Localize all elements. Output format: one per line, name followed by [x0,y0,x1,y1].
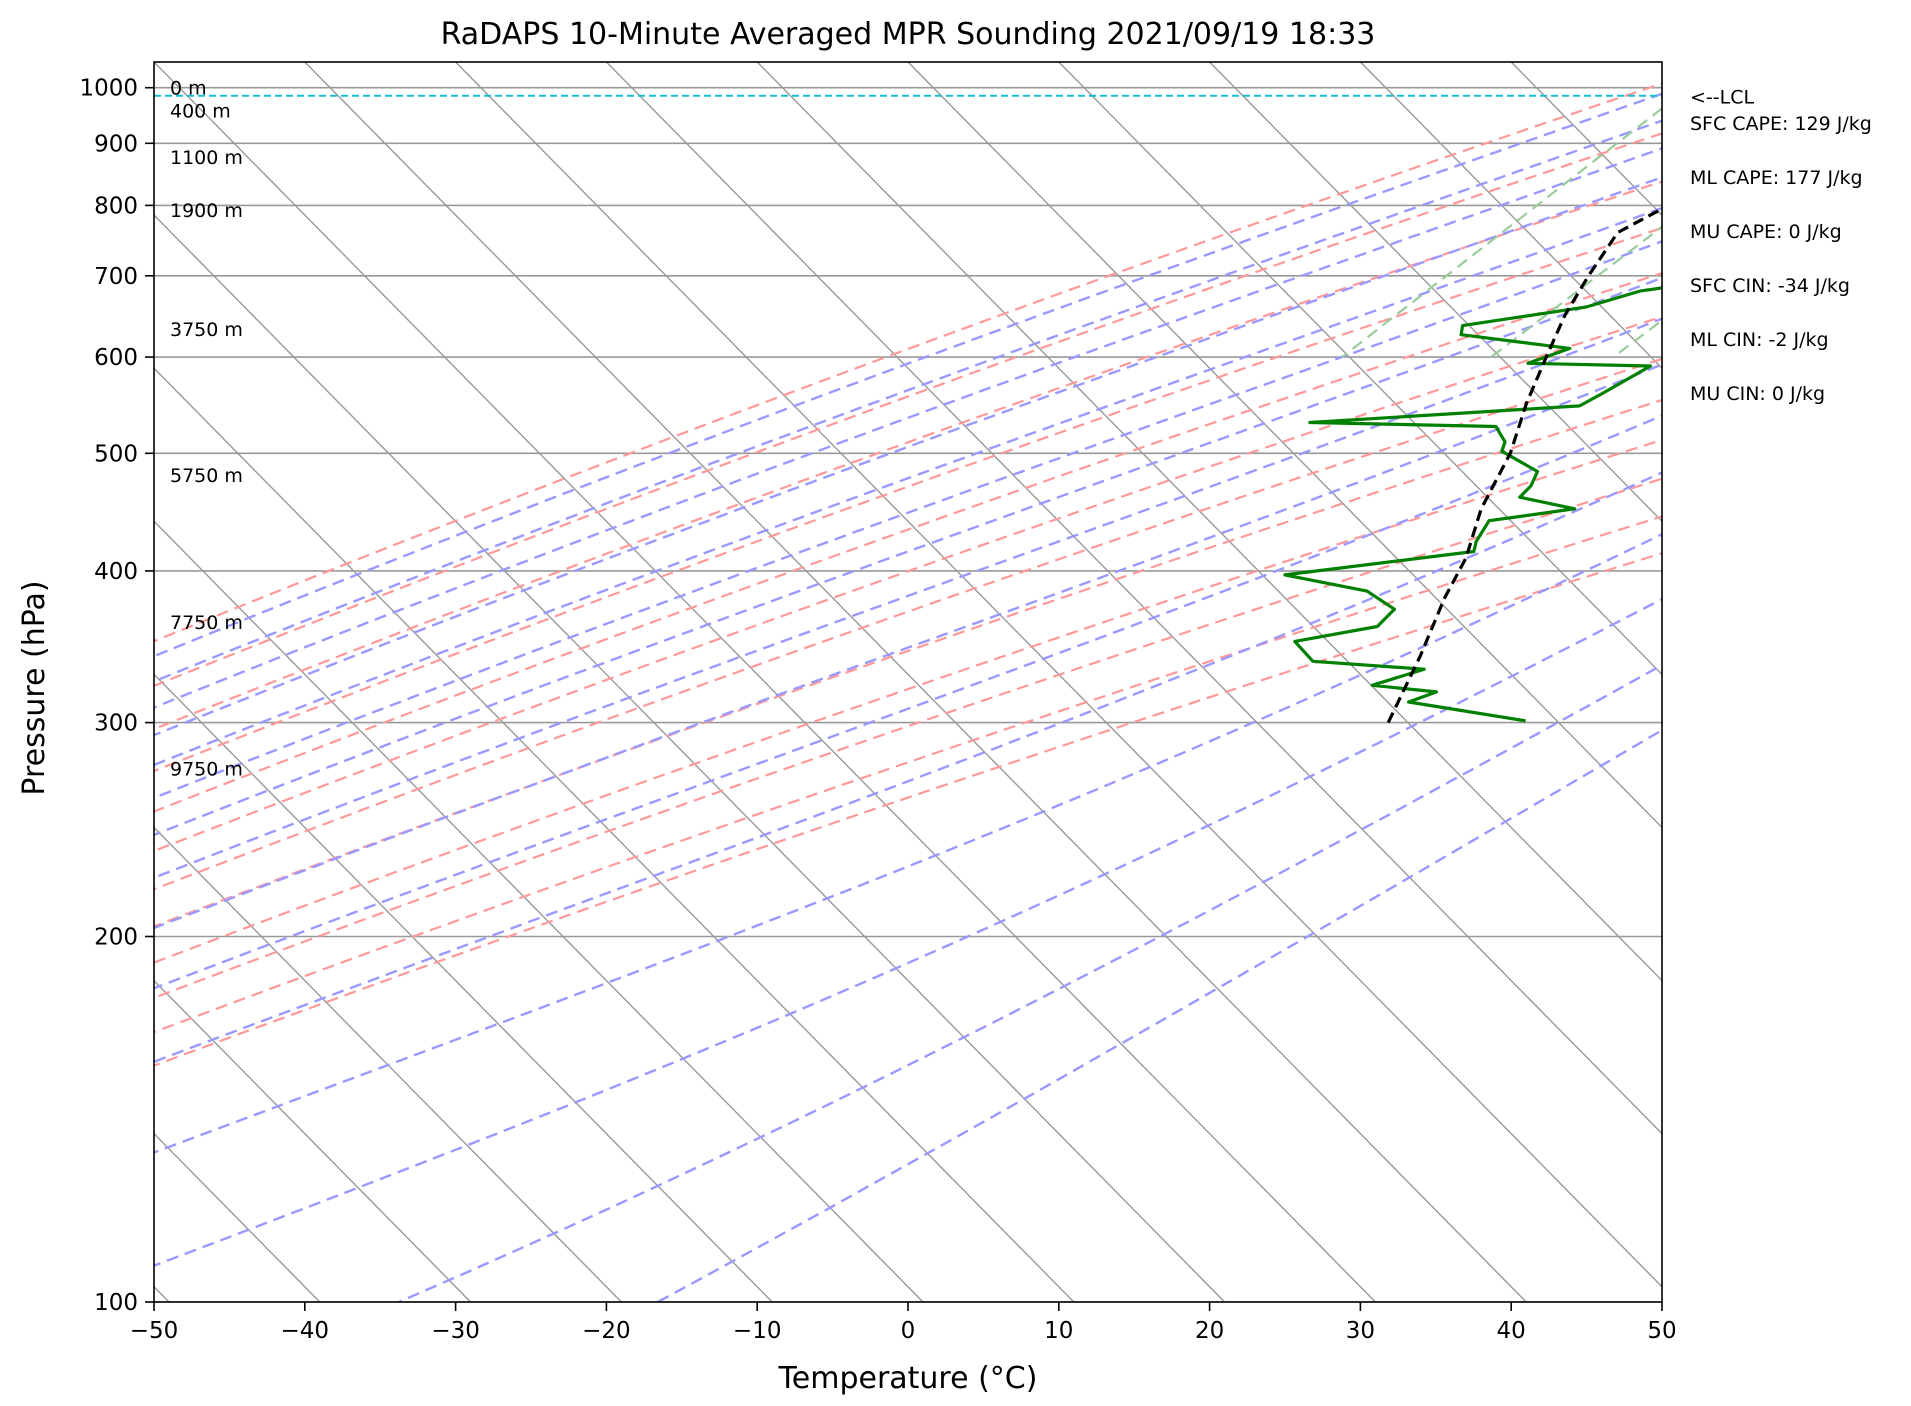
y-tick-label: 200 [94,925,138,951]
isotherm-line [154,520,924,1302]
plot-background [154,62,1662,1302]
x-tick-label: 10 [1044,1318,1073,1344]
moist-adiabat-line [154,597,1662,1267]
isotherm-line [154,367,1075,1302]
mixing-ratio-line [1341,107,1662,358]
height-label: 1100 m [170,147,243,169]
background-lines [0,62,1911,1302]
chart-title: RaDAPS 10-Minute Averaged MPR Sounding 2… [441,17,1376,52]
stat-annotation: ML CAPE: 177 J/kg [1690,167,1863,189]
isotherm-line [1661,62,1662,63]
y-tick-label: 800 [94,193,138,219]
x-tick-label: 50 [1647,1318,1676,1344]
x-tick-label: 30 [1346,1318,1375,1344]
x-tick-label: −10 [733,1318,782,1344]
y-axis: 1000 900 800 700 600 500 400 300 200 100 [79,76,154,1316]
stat-annotation: ML CIN: -2 J/kg [1690,329,1829,351]
dry-adiabat-line [154,271,1662,813]
moist-adiabat-line [398,663,1662,1302]
parcel-profile-line [1386,207,1662,724]
dewpoint-profile-line [1283,286,1662,723]
x-tick-label: −50 [130,1318,179,1344]
height-label: 9750 m [170,759,243,781]
height-label: 7750 m [170,612,243,634]
stat-annotation: SFC CAPE: 129 J/kg [1690,113,1872,135]
isotherm-line [1209,62,1662,523]
isotherm-line [455,62,1662,1288]
isotherm-line [154,979,472,1302]
height-label: 400 m [170,100,231,122]
isotherm-line [756,62,1662,982]
isotherm-line [154,826,622,1302]
y-tick-label: 600 [94,345,138,371]
moist-adiabat-line [154,471,1662,1064]
x-tick-label: 20 [1195,1318,1224,1344]
isotherm-line [907,62,1662,829]
moist-adiabat-line [154,119,1662,683]
moist-adiabat-line [154,92,1662,658]
isotherm-line [154,214,1226,1302]
y-tick-label: 700 [94,264,138,290]
dry-adiabat-line [154,180,1662,731]
dry-adiabat-line [154,132,1662,688]
y-tick-label: 900 [94,131,138,157]
height-label: 5750 m [170,465,243,487]
moist-adiabat-line [154,317,1662,879]
dry-adiabat-line [154,477,1662,1000]
x-tick-label: −40 [281,1318,330,1344]
x-tick-label: 0 [901,1318,916,1344]
isotherm-line [304,62,1527,1302]
series-layer [1283,96,1911,724]
stat-annotation: SFC CIN: -34 J/kg [1690,275,1850,297]
y-tick-label: 1000 [79,76,138,102]
x-tick-label: −20 [582,1318,631,1344]
stat-annotation: MU CIN: 0 J/kg [1690,383,1825,405]
moist-adiabat-line [154,276,1662,837]
mixing-ratio-line [1490,225,1662,358]
stats-annotations: SFC CAPE: 129 J/kg ML CAPE: 177 J/kg MU CA… [1690,113,1872,405]
y-tick-label: 100 [94,1290,138,1316]
dry-adiabat-line [154,438,1662,964]
moist-adiabat-line [154,175,1662,737]
lcl-label: <--LCL [1690,87,1754,109]
height-label: 1900 m [170,200,243,222]
stat-annotation: MU CAPE: 0 J/kg [1690,221,1842,243]
x-tick-label: 40 [1497,1318,1526,1344]
isotherm-line [154,62,1376,1302]
height-labels: 9750 m 7750 m 5750 m 3750 m 1900 m 1100 m 400 … [170,78,243,781]
dry-adiabat-line [154,226,1662,773]
height-label: 3750 m [170,319,243,341]
y-axis-title: Pressure (hPa) [17,580,52,795]
x-tick-label: −30 [431,1318,480,1344]
y-tick-label: 500 [94,441,138,467]
x-axis: −50 −40 −30 −20 −10 0 10 20 30 40 50 [130,1302,1677,1344]
y-tick-label: 300 [94,711,138,737]
isotherm-line [0,62,18,1302]
y-tick-label: 400 [94,559,138,585]
dry-adiabat-line [154,82,1662,643]
temperature-profile-line [1778,96,1911,723]
height-label: 0 m [170,78,207,100]
mixing-ratio-line [1857,62,1911,357]
isotherm-line [1359,62,1662,370]
moist-adiabat-line [154,414,1662,990]
isotherm-line [605,62,1662,1135]
moist-adiabat-line [657,728,1662,1302]
mixing-ratio-line [1744,62,1911,357]
dry-adiabat-line [154,398,1662,928]
x-axis-title: Temperature (°C) [778,1361,1038,1396]
